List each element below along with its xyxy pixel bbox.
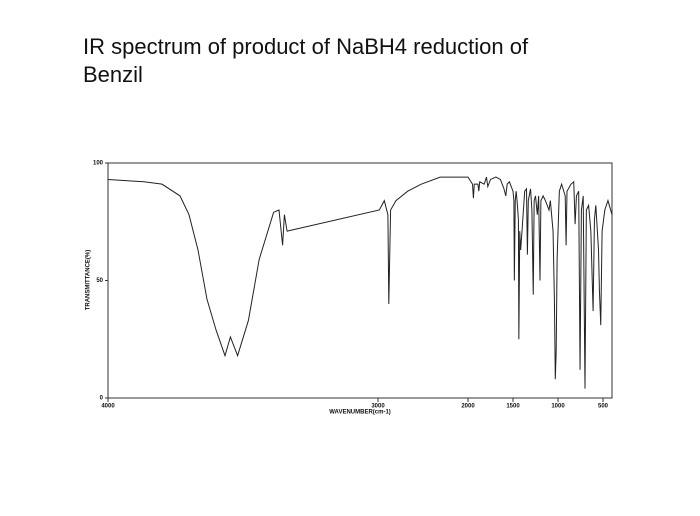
x-tick-label: 3000 (371, 404, 385, 410)
y-tick-label: 50 (96, 278, 103, 284)
plot-frame (107, 162, 613, 399)
chart-title: Benzil (83, 62, 143, 87)
x-axis-label: WAVENUMBER(cm-1) (329, 410, 391, 416)
chart-title: IR spectrum of product of NaBH4 reductio… (83, 34, 529, 59)
x-tick-label: 500 (598, 404, 609, 410)
x-tick-label: 1500 (506, 404, 520, 410)
y-tick-label: 0 (100, 396, 104, 402)
y-axis-label: TRANSMITTANCE(%) (86, 250, 92, 311)
y-tick-label: 100 (93, 161, 104, 167)
x-tick-label: 2000 (461, 404, 475, 410)
x-tick-label: 4000 (101, 404, 115, 410)
x-tick-label: 1000 (551, 404, 565, 410)
spectrum-line (107, 176, 613, 389)
